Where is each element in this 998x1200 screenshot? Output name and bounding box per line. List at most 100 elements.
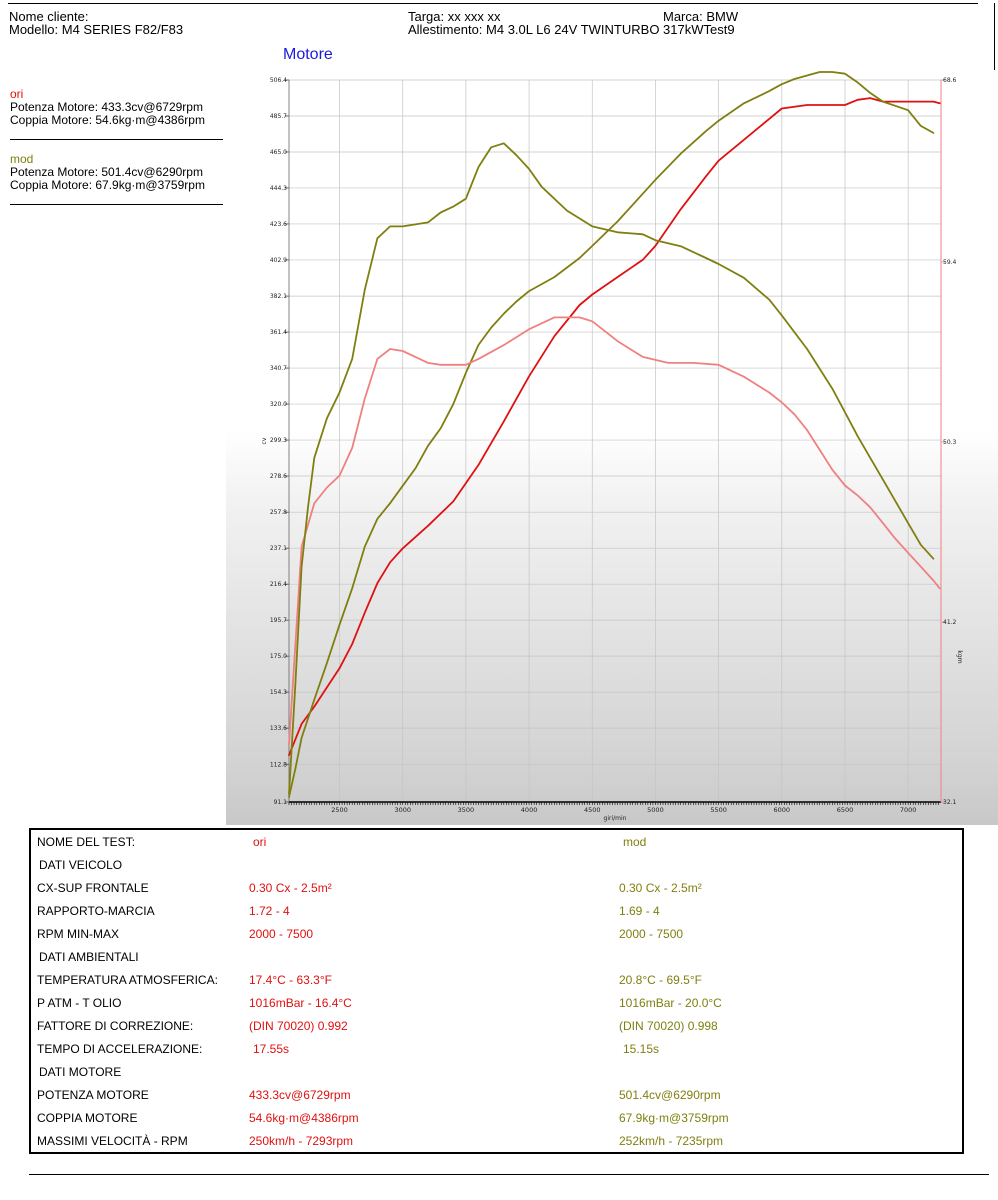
row-label: RAPPORTO-MARCIA (37, 903, 155, 918)
y-tick-label: 402.9 (270, 257, 287, 264)
y-tick-label: 506.4 (270, 77, 287, 84)
y2-tick-label: 68.6 (943, 77, 957, 84)
row-label: CX-SUP FRONTALE (37, 880, 149, 895)
legend-mod-coppia: Coppia Motore: 67.9kg·m@3759rpm (10, 178, 205, 192)
legend-mod-potenza: Potenza Motore: 501.4cv@6290rpm (10, 165, 203, 179)
targa-label: Targa: xx xxx xx (408, 9, 501, 24)
y-tick-label: 465.0 (270, 149, 287, 156)
chart-background (226, 70, 998, 825)
table-row: TEMPERATURA ATMOSFERICA: 17.4°C - 63.3°F 2… (30, 968, 963, 991)
table-row: P ATM - T OLIO 1016mBar - 16.4°C 1016mBar … (30, 991, 963, 1014)
section-label: DATI AMBIENTALI (39, 949, 139, 964)
x-axis-label: giri/min (604, 815, 627, 822)
value-ori: ori (253, 834, 267, 849)
x-tick-label: 2500 (331, 806, 348, 814)
row-label: RPM MIN-MAX (37, 926, 119, 941)
x-tick-label: 7000 (900, 806, 917, 814)
y-tick-label: 175.0 (270, 653, 287, 660)
y-tick-label: 444.3 (270, 185, 287, 192)
x-tick-label: 5500 (710, 806, 727, 814)
row-label: TEMPERATURA ATMOSFERICA: (37, 972, 218, 987)
chart-title: Motore (283, 46, 333, 63)
series-line-mod-potenza (288, 71, 935, 798)
x-tick-label: 6000 (774, 806, 791, 814)
row-label: POTENZA MOTORE (37, 1087, 149, 1102)
value-ori: 17.55s (253, 1041, 290, 1056)
x-tick-label: 3500 (458, 806, 475, 814)
section-row: DATI MOTORE (30, 1060, 963, 1083)
section-row: DATI AMBIENTALI (30, 945, 963, 968)
y2-axis-label: kgm (956, 650, 963, 663)
header-rule (8, 3, 978, 4)
dyno-chart: 91.1 112.8 133.6 154.3 175.0 195.7 216.4 237.1 2… (261, 71, 963, 822)
value-ori: 54.6kg·m@4386rpm (249, 1110, 359, 1125)
legend-separator (10, 204, 223, 205)
y-tick-label: 133.6 (270, 725, 287, 732)
table-row: COPPIA MOTORE 54.6kg·m@4386rpm 67.9kg·m@37… (30, 1106, 963, 1129)
table-row: MASSIMI VELOCITÀ - RPM 250km/h - 7293rpm 2… (30, 1129, 963, 1153)
row-label: FATTORE DI CORREZIONE: (37, 1018, 194, 1033)
value-ori: 250km/h - 7293rpm (249, 1133, 354, 1148)
y-tick-label: 237.1 (270, 545, 287, 552)
table-row: FATTORE DI CORREZIONE: (DIN 70020) 0.992 (… (30, 1014, 963, 1037)
value-mod: 1016mBar - 20.0°C (619, 995, 722, 1010)
table-row: RPM MIN-MAX 2000 - 7500 2000 - 7500 (30, 922, 963, 945)
y-tick-label: 278.6 (270, 473, 287, 480)
value-mod: 501.4cv@6290rpm (619, 1087, 721, 1102)
x-tick-label: 4000 (521, 806, 538, 814)
y2-tick-label: 50.3 (943, 439, 957, 446)
value-ori: 1.72 - 4 (249, 903, 290, 918)
value-ori: 433.3cv@6729rpm (249, 1087, 351, 1102)
row-label: MASSIMI VELOCITÀ - RPM (37, 1133, 188, 1148)
legend-ori-name: ori (10, 87, 24, 101)
value-ori: 2000 - 7500 (249, 926, 314, 941)
allestimento-label: Allestimento: M4 3.0L L6 24V TWINTURBO 3… (408, 22, 735, 37)
y-tick-label: 320.0 (270, 401, 287, 408)
table-row: CX-SUP FRONTALE 0.30 Cx - 2.5m² 0.30 Cx - … (30, 876, 963, 899)
y2-tick-label: 32.1 (943, 799, 957, 806)
value-mod: 20.8°C - 69.5°F (619, 972, 702, 987)
x-tick-label: 3000 (394, 806, 411, 814)
row-label: COPPIA MOTORE (37, 1110, 138, 1125)
row-label: TEMPO DI ACCELERAZIONE: (37, 1041, 203, 1056)
legend-separator (10, 139, 223, 140)
value-ori: 17.4°C - 63.3°F (249, 972, 332, 987)
series-line-ori-potenza (288, 97, 941, 757)
y-tick-label: 423.6 (270, 221, 287, 228)
marca-label: Marca: BMW (663, 9, 739, 24)
y-tick-label: 216.4 (270, 581, 287, 588)
legend-ori-potenza: Potenza Motore: 433.3cv@6729rpm (10, 100, 203, 114)
table-row: TEMPO DI ACCELERAZIONE: 17.55s 15.15s (30, 1037, 963, 1060)
modello-label: Modello: M4 SERIES F82/F83 (9, 22, 184, 37)
value-mod: 15.15s (623, 1041, 660, 1056)
y-tick-label: 195.7 (270, 617, 287, 624)
x-tick-label: 4500 (584, 806, 601, 814)
y-tick-label: 340.7 (270, 365, 287, 372)
section-label: DATI VEICOLO (39, 857, 123, 872)
table-row: POTENZA MOTORE 433.3cv@6729rpm 501.4cv@629… (30, 1083, 963, 1106)
legend-mod-name: mod (10, 152, 34, 166)
table-bottom-rule (29, 1174, 989, 1175)
section-label: DATI MOTORE (39, 1064, 122, 1079)
y-tick-label: 361.4 (270, 329, 287, 336)
series-line-ori-coppia (288, 316, 941, 746)
y-axis-label: cv (261, 437, 268, 444)
value-mod: mod (623, 834, 647, 849)
y2-tick-label: 59.4 (943, 259, 957, 266)
series-line-mod-coppia (288, 142, 935, 795)
row-label: P ATM - T OLIO (37, 995, 122, 1010)
x-tick-label: 5000 (647, 806, 664, 814)
y2-tick-label: 41.2 (943, 619, 957, 626)
row-label: NOME DEL TEST: (37, 834, 136, 849)
y-tick-label: 299.3 (270, 437, 287, 444)
legend-ori: ori Potenza Motore: 433.3cv@6729rpm Copp… (10, 88, 205, 127)
legend-ori-coppia: Coppia Motore: 54.6kg·m@4386rpm (10, 113, 205, 127)
y-tick-label: 257.8 (270, 509, 287, 516)
legend-mod: mod Potenza Motore: 501.4cv@6290rpm Copp… (10, 153, 205, 192)
section-row: DATI VEICOLO (30, 853, 963, 876)
value-mod: 2000 - 7500 (619, 926, 684, 941)
table-row: NOME DEL TEST: ori mod (30, 829, 963, 853)
y-tick-label: 485.7 (270, 113, 287, 120)
value-mod: 252km/h - 7235rpm (619, 1133, 724, 1148)
y-tick-label: 382.1 (270, 293, 287, 300)
